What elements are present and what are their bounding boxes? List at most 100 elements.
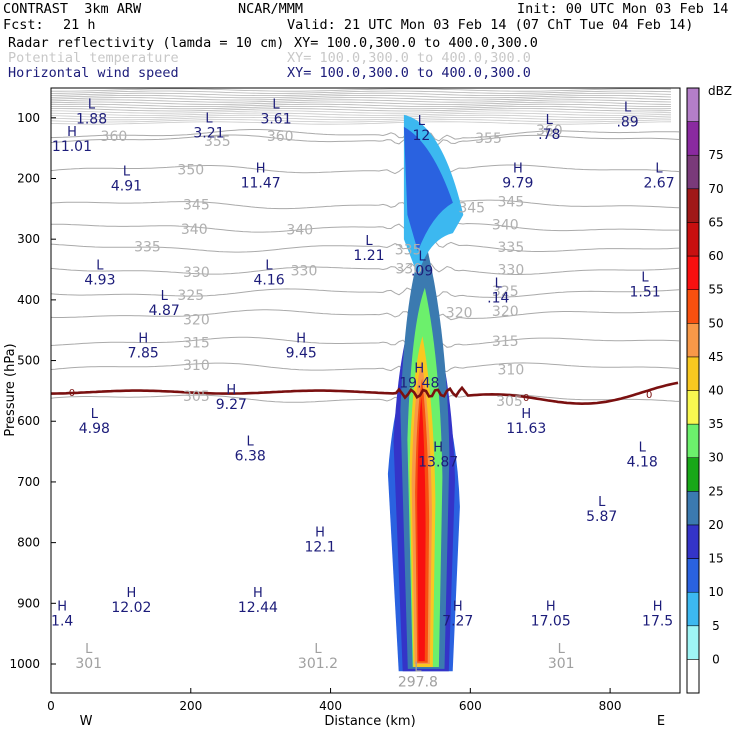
colorbar-label: 40 [708, 384, 723, 398]
wind-extrema-type: L [558, 642, 566, 657]
colorbar-label: 15 [708, 552, 723, 566]
colorbar-segment [686, 558, 700, 593]
colorbar-segment [686, 154, 700, 190]
wind-extrema-value: 1.21 [353, 248, 384, 264]
upper-theta-line [50, 99, 672, 103]
axes: 100 200 300 400 500 600 700 800 900 1000 0 200 400 60… [3, 111, 665, 729]
wind-extrema-value: 12.1 [304, 540, 335, 556]
wind-extrema-value: 4.18 [627, 455, 658, 471]
theta-label-330: 330 [183, 265, 210, 281]
theta-label-340: 340 [492, 218, 519, 234]
colorbar-label: 25 [708, 484, 723, 498]
wind-extrema-type: H [546, 600, 556, 615]
wind-extrema-value: 4.93 [84, 273, 115, 289]
theta-label-360: 360 [101, 129, 128, 145]
wind-extrema-type: L [598, 495, 606, 510]
theta-label-310: 310 [183, 358, 210, 374]
wind-extrema-type: L [314, 642, 322, 657]
wind-extrema-type: L [205, 112, 213, 127]
theta-contour-335 [51, 239, 680, 253]
east-end-label: E [657, 714, 665, 729]
theta-contour-340 [51, 220, 679, 233]
wind-extrema-type: H [513, 161, 523, 176]
y-tick-label: 500 [17, 354, 40, 368]
y-tick-label: 200 [17, 171, 40, 185]
wind-extrema-value: 4.98 [79, 421, 110, 437]
model-title: CONTRAST 3km ARW [3, 1, 142, 17]
colorbar-segment [686, 222, 700, 257]
upper-theta-line [50, 121, 672, 125]
y-tick-label: 800 [17, 536, 40, 550]
colorbar-label: 60 [708, 249, 723, 263]
upper-theta-band [50, 88, 672, 125]
wind-extrema-value: 17.5 [642, 614, 673, 630]
colorbar-label: 20 [708, 518, 723, 532]
theta-label-350: 350 [177, 162, 204, 178]
wind-extrema-value: 3.61 [260, 112, 291, 128]
init-time: Init: 00 UTC Mon 03 Feb 14 [517, 1, 729, 17]
theta-label-320: 320 [183, 312, 210, 328]
freezing-level-label: 0 [523, 393, 529, 404]
plot-frame [50, 87, 681, 694]
x-tick-label: 800 [599, 699, 622, 713]
wind-extrema-type: L [495, 277, 503, 292]
field-theta-xy: XY= 100.0,300.0 to 400.0,300.0 [287, 50, 531, 66]
colorbar-segment [686, 255, 700, 290]
wind-extrema-value: 12.02 [111, 600, 151, 616]
theta-label-340: 340 [181, 222, 208, 238]
wind-extrema-type: H [126, 586, 136, 601]
colorbar-segment [686, 356, 700, 391]
colorbar-segment [686, 390, 700, 425]
wind-extrema-value: 1.51 [629, 285, 660, 301]
x-tick-label: 600 [459, 699, 482, 713]
freezing-level-line [51, 381, 679, 406]
colorbar-segment [686, 121, 700, 156]
theta-label-355: 355 [475, 131, 502, 147]
wind-extrema: L1.88L3.61L3.21L.78L.89L12H11.01L4.91H11… [51, 98, 675, 691]
theta-label-305: 305 [183, 389, 210, 405]
theta-contour-350 [51, 164, 680, 177]
theta-label-335: 335 [395, 242, 422, 258]
wind-extrema-value: 5.87 [586, 509, 617, 525]
wind-extrema-type: H [256, 161, 266, 176]
theta-contour-315 [51, 336, 680, 351]
wind-extrema-type: L [639, 441, 647, 456]
wind-extrema-value: 7.85 [128, 345, 159, 361]
wind-extrema-value: 9.79 [502, 175, 533, 191]
y-axis-title: Pressure (hPa) [3, 343, 18, 436]
colorbar-label: 50 [708, 316, 723, 330]
wind-extrema-type: H [67, 125, 77, 140]
wind-extrema-type: H [57, 600, 67, 615]
wind-extrema-value: 9.27 [216, 397, 247, 413]
wind-extrema-type: L [161, 289, 169, 304]
wind-extrema-value: 4.87 [149, 303, 180, 319]
colorbar-title: dBZ [708, 84, 732, 98]
wind-extrema-type: L [365, 234, 373, 249]
wind-extrema-type: H [296, 331, 306, 346]
wind-extrema-type: H [433, 441, 443, 456]
y-tick-label: 300 [17, 232, 40, 246]
field-wind-name: Horizontal wind speed [8, 65, 179, 81]
wind-extrema-value: 19.48 [399, 376, 439, 392]
wind-extrema-type: L [655, 161, 663, 176]
wind-extrema-value: 2.67 [643, 175, 674, 191]
colorbar-segment [686, 591, 700, 627]
wind-extrema-value: 301 [75, 656, 102, 672]
wind-extrema-type: L [624, 101, 632, 116]
wind-extrema-value: 1.88 [76, 112, 107, 128]
upper-theta-line [50, 101, 672, 105]
colorbar-label: 55 [708, 283, 723, 297]
theta-contour-330 [51, 262, 680, 275]
theta-label-335: 335 [498, 240, 525, 256]
wind-extrema-value: 11.47 [241, 175, 281, 191]
wind-extrema-value: 11.63 [506, 421, 546, 437]
field-wind-xy: XY= 100.0,300.0 to 400.0,300.0 [287, 65, 531, 81]
theta-label-305: 305 [496, 394, 523, 410]
wind-extrema-type: H [315, 526, 325, 541]
west-end-label: W [80, 714, 93, 729]
colorbar-segment [686, 625, 700, 660]
y-tick-label: 100 [17, 111, 40, 125]
field-reflectivity-xy: XY= 100.0,300.0 to 400.0,300.0 [294, 35, 538, 51]
wind-extrema-value: 12.44 [238, 600, 278, 616]
wind-extrema-value: 6.38 [235, 449, 266, 465]
